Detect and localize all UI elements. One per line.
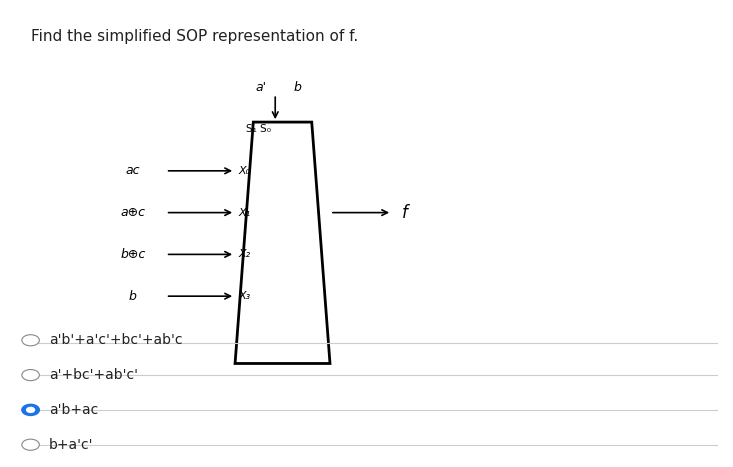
Text: f: f	[402, 204, 408, 222]
Text: S₁ S₀: S₁ S₀	[246, 124, 271, 134]
Text: b⊕c: b⊕c	[120, 248, 145, 261]
Polygon shape	[235, 122, 330, 363]
Text: Find the simplified SOP representation of f.: Find the simplified SOP representation o…	[31, 29, 358, 44]
Circle shape	[22, 404, 40, 416]
Text: ac: ac	[125, 164, 140, 177]
Circle shape	[22, 335, 40, 346]
Text: b: b	[129, 290, 137, 303]
Text: a'b+ac: a'b+ac	[49, 403, 98, 417]
Text: X₀: X₀	[239, 166, 251, 176]
Text: X₂: X₂	[239, 249, 251, 259]
Text: a': a'	[255, 81, 266, 94]
Text: a⊕c: a⊕c	[120, 206, 145, 219]
Text: b+a'c': b+a'c'	[49, 438, 93, 452]
Circle shape	[22, 369, 40, 381]
Text: a'b'+a'c'+bc'+ab'c: a'b'+a'c'+bc'+ab'c	[49, 333, 183, 347]
Circle shape	[22, 439, 40, 450]
Circle shape	[26, 407, 34, 412]
Text: X₃: X₃	[239, 291, 251, 301]
Text: a'+bc'+ab'c': a'+bc'+ab'c'	[49, 368, 138, 382]
Text: b: b	[293, 81, 301, 94]
Text: X₁: X₁	[239, 208, 251, 218]
